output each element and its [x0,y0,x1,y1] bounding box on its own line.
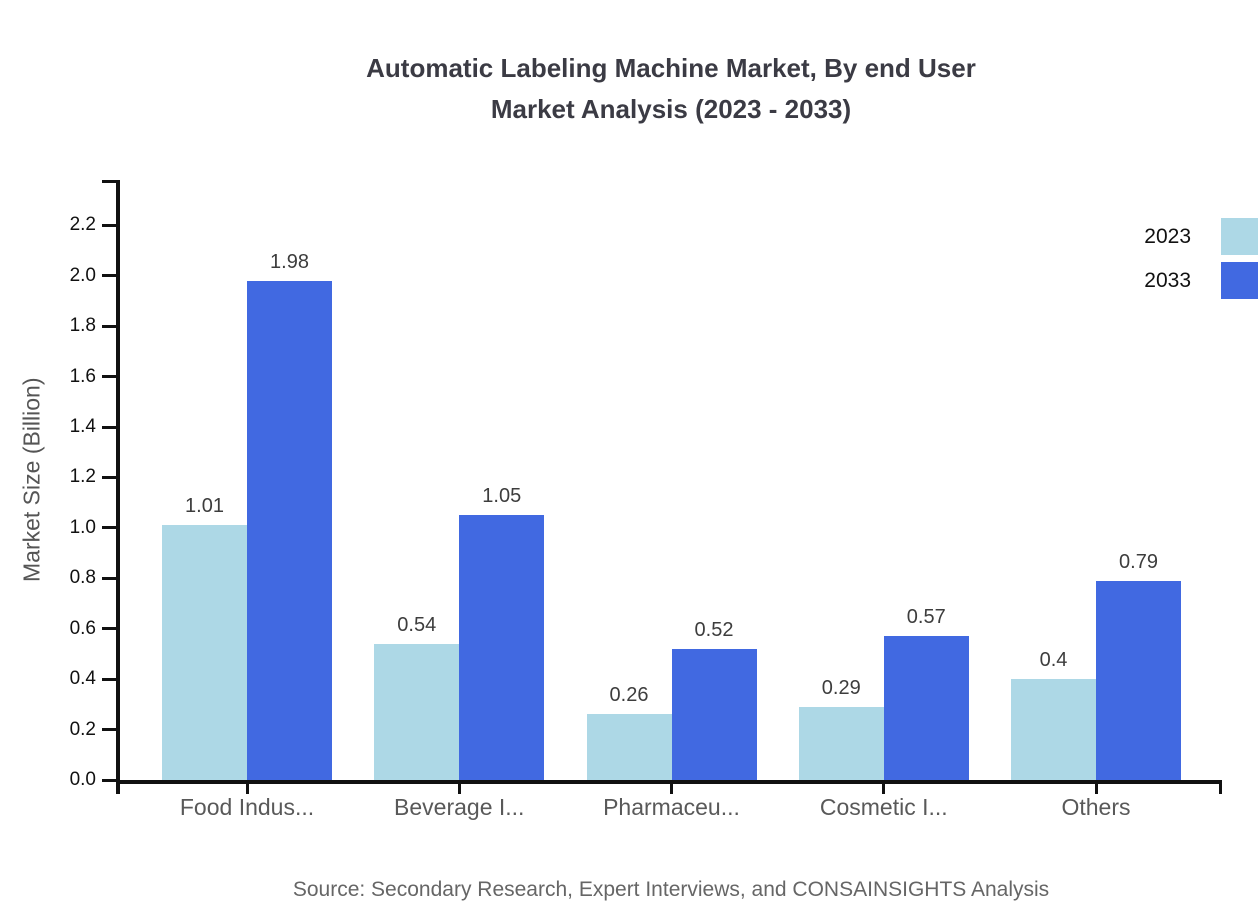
bar-2023-3 [586,714,672,780]
value-label: 0.52 [694,618,734,641]
bar-2023-4 [798,706,884,780]
y-axis-top-tick [102,180,116,183]
y-tick-label: 1.2 [69,466,96,488]
legend-item-2033: 2033 [1144,262,1258,299]
x-tick [882,780,886,794]
bar-2023-2 [374,643,460,780]
y-tick [102,475,116,479]
bar-2033-1 [247,280,332,780]
legend-label: 2033 [1144,268,1191,292]
y-tick-label: 1.6 [69,365,96,387]
bar-2023-1 [162,525,247,780]
legend-swatch-2033 [1221,262,1258,299]
y-tick-label: 2.0 [69,264,96,286]
y-tick-label: 1.0 [69,516,96,538]
y-tick-label: 0.6 [69,617,96,639]
value-label: 1.98 [270,250,309,273]
plot-area: 0.0 0.2 0.4 0.6 0.8 1.0 1.2 1.4 1.6 1.8 2.0 2.2 1.01… [70,180,1222,820]
y-tick-label: 1.4 [69,416,96,438]
value-label: 0.26 [609,684,649,707]
y-tick [102,677,116,681]
x-category-label: Cosmetic I... [819,794,948,820]
chart-title-line-2: Market Analysis (2023 - 2033) [490,94,852,124]
chart-title: Automatic Labeling Machine Market, By en… [120,48,1222,130]
y-tick [102,425,116,429]
y-tick [102,375,116,379]
x-axis-line [116,780,1222,784]
y-tick-label: 0.4 [69,668,96,690]
chart-title-line-1: Automatic Labeling Machine Market, By en… [366,53,976,83]
y-tick-label: 0.0 [69,769,96,790]
x-category-label: Beverage I... [394,794,525,820]
x-tick [245,780,249,794]
y-tick [102,526,116,530]
y-tick [102,324,116,328]
x-tick [670,780,673,794]
y-tick-label: 0.8 [69,567,96,589]
legend-item-2023: 2023 [1144,218,1258,255]
bar-2033-3 [671,648,757,780]
bar-2023-5 [1011,679,1096,780]
bar-2033-2 [459,515,545,780]
value-label: 0.29 [821,676,861,699]
x-axis-end-tick [1219,780,1222,794]
value-label: 0.79 [1119,550,1158,573]
x-tick [1094,780,1098,794]
x-category-label: Others [1061,794,1131,820]
source-note: Source: Secondary Research, Expert Inter… [292,878,1050,901]
y-axis-line [116,180,120,794]
x-category-label: Food Indus... [179,794,315,820]
legend-swatch-2023 [1221,218,1258,255]
value-label: 0.57 [906,606,946,629]
value-label: 0.4 [1039,649,1068,672]
x-tick [457,780,461,794]
y-tick-label: 0.2 [69,718,96,740]
bar-2033-5 [1096,580,1181,780]
bar-2033-4 [883,636,969,780]
y-tick [102,728,116,732]
x-category-label: Pharmaceu... [603,794,740,820]
y-tick [102,627,116,631]
legend-label: 2023 [1144,224,1191,248]
y-tick-label: 1.8 [69,315,96,337]
y-tick [102,223,116,227]
y-tick-label: 2.2 [69,214,96,236]
y-tick [102,778,116,782]
y-tick [102,576,116,580]
legend: 2023 2033 [1144,218,1258,306]
value-label: 1.05 [482,485,522,508]
y-tick [102,274,116,278]
value-label: 1.01 [185,495,224,518]
value-label: 0.54 [397,613,437,636]
